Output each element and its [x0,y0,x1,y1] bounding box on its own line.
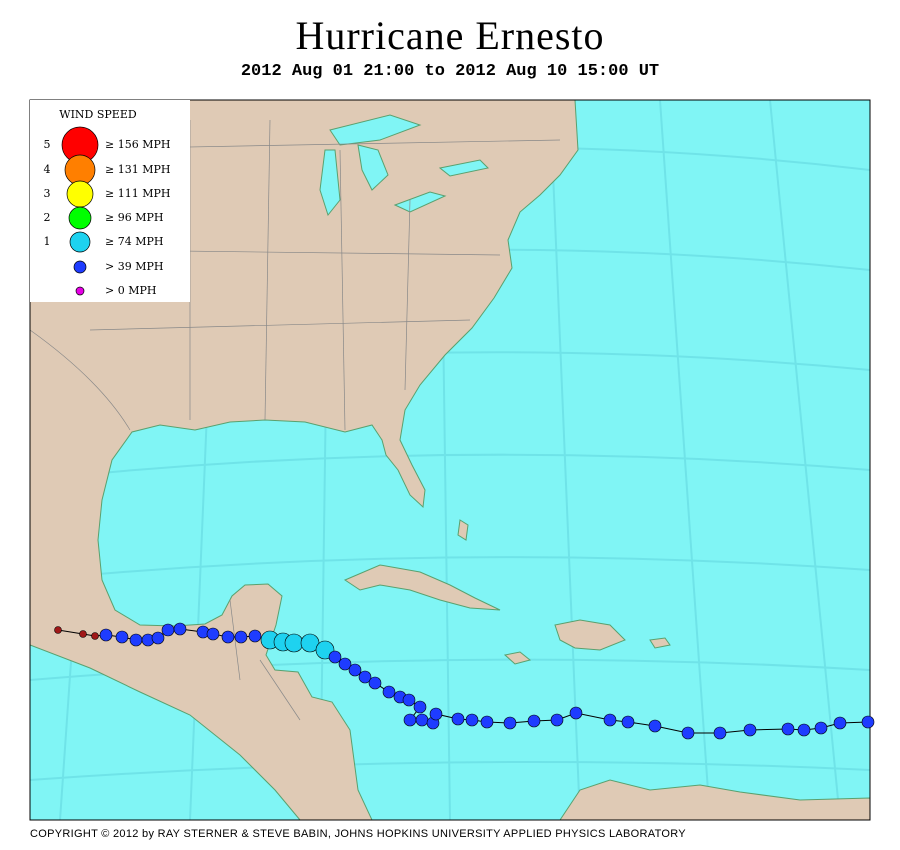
track-point [129,633,143,647]
track-point [814,721,828,735]
track-point [173,622,187,636]
track-point [713,726,727,740]
legend-label: ≥ 74 MPH [105,235,163,248]
legend: WIND SPEED 5 ≥ 156 MPH 4 ≥ 131 MPH 3 ≥ 111 MP… [30,100,190,302]
great-lakes [319,114,490,217]
track-point [151,631,165,645]
track-point [328,650,342,664]
track-point [743,723,757,737]
track-point [413,700,427,714]
track-point [115,630,129,644]
legend-swatch [64,154,96,186]
legend-label: ≥ 96 MPH [105,211,163,224]
map-title: Hurricane Ernesto [295,13,605,58]
track [54,622,875,740]
legend-category: 4 [44,163,51,176]
track-point [382,685,396,699]
track-point [79,630,87,638]
legend-box [30,100,190,302]
track-point [550,713,564,727]
track-point [480,715,494,729]
legend-swatch [68,206,92,230]
legend-swatch [73,260,87,274]
map-subtitle: 2012 Aug 01 21:00 to 2012 Aug 10 15:00 U… [240,62,660,81]
track-point [429,707,443,721]
track-point [338,657,352,671]
track-point [781,722,795,736]
track-point [248,629,262,643]
track-point [569,706,583,720]
track-point [91,632,99,640]
legend-label: ≥ 131 MPH [105,163,170,176]
track-point [99,628,113,642]
track-point [621,715,635,729]
track-point [861,715,875,729]
track-point [681,726,695,740]
track-point [451,712,465,726]
track-point [503,716,517,730]
track-point [221,630,235,644]
track-point [648,719,662,733]
track-point [465,713,479,727]
legend-label: > 0 MPH [105,284,156,297]
legend-label: > 39 MPH [105,260,163,273]
track-point [161,623,175,637]
track-point [284,633,304,653]
track-point [368,676,382,690]
track-point [403,713,417,727]
legend-category: 5 [44,138,51,151]
legend-swatch [69,231,91,253]
track-point [603,713,617,727]
track-point [54,626,62,634]
track-point [348,663,362,677]
legend-label: ≥ 156 MPH [105,138,170,151]
legend-category: 3 [44,187,51,200]
footer: COPYRIGHT © 2012 by RAY STERNER & STEVE … [30,828,686,840]
track-point [206,627,220,641]
track-point [833,716,847,730]
track-point [527,714,541,728]
legend-category: 2 [44,211,51,224]
map-frame [29,99,871,821]
track-point [358,670,372,684]
track-point [234,630,248,644]
track-point [402,693,416,707]
track-point [797,723,811,737]
track-point [415,713,429,727]
legend-swatch [75,286,85,296]
legend-title: WIND SPEED [59,108,137,121]
legend-swatch [66,180,94,208]
legend-label: ≥ 111 MPH [105,187,170,200]
legend-category: 1 [44,235,51,248]
